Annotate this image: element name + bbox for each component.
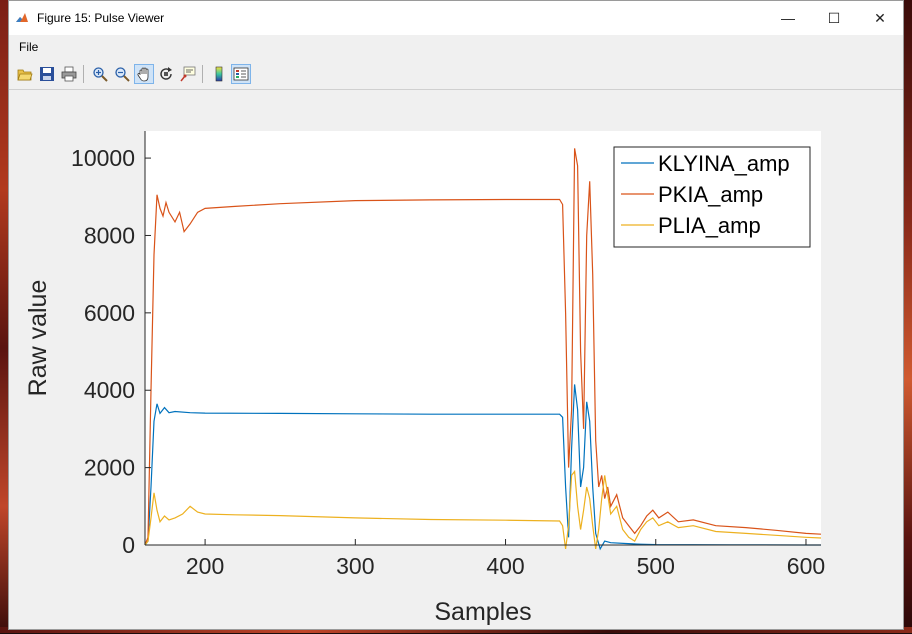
x-tick-label: 200 xyxy=(186,553,224,579)
insert-colorbar-icon[interactable] xyxy=(209,64,229,84)
x-tick-label: 500 xyxy=(637,553,675,579)
legend-entry: PKIA_amp xyxy=(658,182,763,207)
insert-legend-icon[interactable] xyxy=(231,64,251,84)
data-cursor-icon[interactable] xyxy=(178,64,198,84)
y-tick-label: 0 xyxy=(122,532,135,558)
x-axis-label: Samples xyxy=(434,598,531,626)
window-title: Figure 15: Pulse Viewer xyxy=(37,11,165,25)
maximize-button[interactable]: ☐ xyxy=(827,9,841,26)
series-line-KLYINA_amp xyxy=(144,384,821,551)
menu-file[interactable]: File xyxy=(19,40,39,54)
legend-box xyxy=(613,146,811,248)
window-controls: — ☐ ✕ xyxy=(765,1,903,35)
toolbar-separator xyxy=(202,65,203,83)
matlab-logo-icon xyxy=(15,11,29,25)
pan-icon[interactable] xyxy=(134,64,154,84)
y-tick-label: 10000 xyxy=(71,145,135,171)
legend-entry: KLYINA_amp xyxy=(658,151,790,176)
minimize-button[interactable]: — xyxy=(781,10,795,26)
x-tick-label: 400 xyxy=(486,553,524,579)
rotate-3d-icon[interactable] xyxy=(156,64,176,84)
figure-window: Figure 15: Pulse Viewer — ☐ ✕ File xyxy=(8,0,904,630)
figure-canvas[interactable]: 200 300 400 500 600 0 2000 4000 6000 8000 10000 Sa… xyxy=(9,90,903,629)
close-button[interactable]: ✕ xyxy=(874,9,886,26)
toolbar-separator xyxy=(83,65,84,83)
y-axis-label: Raw value xyxy=(24,280,52,397)
series-line-PLIA_amp xyxy=(144,469,822,549)
zoom-out-icon[interactable] xyxy=(112,64,132,84)
y-tick-label: 8000 xyxy=(84,222,135,248)
open-file-icon[interactable] xyxy=(15,64,35,84)
desktop-background-bottom xyxy=(0,627,912,633)
legend-entry: PLIA_amp xyxy=(658,213,761,238)
y-tick-label: 6000 xyxy=(84,300,135,326)
title-bar[interactable]: Figure 15: Pulse Viewer — ☐ ✕ xyxy=(9,1,903,35)
print-icon[interactable] xyxy=(59,64,79,84)
save-icon[interactable] xyxy=(37,64,57,84)
legend[interactable]: KLYINA_amp PKIA_amp PLIA_amp xyxy=(613,146,811,248)
zoom-in-icon[interactable] xyxy=(90,64,110,84)
x-tick-label: 600 xyxy=(787,553,825,579)
menu-bar: File xyxy=(9,35,903,59)
y-tick-label: 2000 xyxy=(84,455,135,481)
series-line-PKIA_amp xyxy=(144,148,822,546)
x-tick-label: 300 xyxy=(336,553,374,579)
figure-toolbar xyxy=(9,59,903,90)
y-tick-label: 4000 xyxy=(84,377,135,403)
